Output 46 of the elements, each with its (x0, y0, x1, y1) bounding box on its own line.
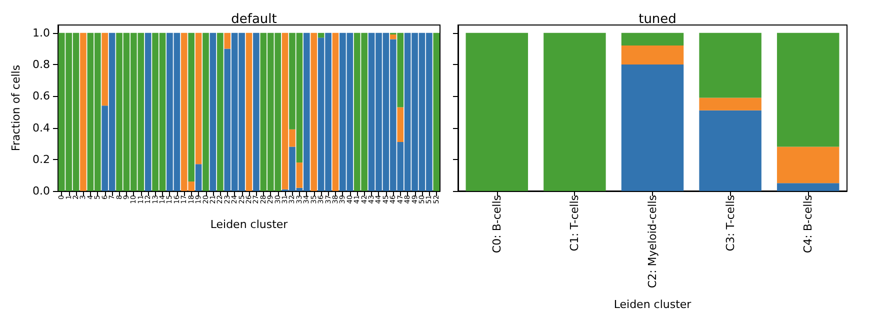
x-axis-title: Leiden cluster (614, 298, 692, 311)
bar (210, 32, 216, 191)
bar (217, 32, 224, 191)
bar (332, 32, 339, 191)
x-tick-label: C2: Myeloid-cells (646, 194, 659, 288)
x-tick-label: C0: B-cells (490, 194, 504, 254)
y-tick-label: 0.6 (32, 90, 50, 103)
bar (621, 32, 684, 46)
bar (80, 32, 86, 191)
x-tick-label: C3: T-cells (724, 194, 737, 252)
bar (202, 32, 209, 191)
bar (246, 32, 252, 191)
y-tick-label: 0.4 (32, 121, 50, 134)
bar (253, 32, 260, 191)
x-tick-label: C1: T-cells (568, 194, 582, 252)
bar (397, 107, 404, 142)
bar (224, 32, 231, 49)
bar (195, 32, 202, 164)
bar (776, 146, 840, 184)
y-tick-label: 1.0 (32, 26, 50, 40)
x-axis-title: Leiden cluster (210, 218, 288, 231)
y-tick-label: 0.0 (32, 184, 50, 198)
bar (699, 32, 762, 98)
bar (310, 32, 318, 191)
bar (621, 46, 684, 65)
chart-title: default (231, 12, 277, 27)
bar (102, 32, 108, 106)
x-tick-label: C4: B-cells (802, 194, 815, 254)
bar (621, 64, 684, 191)
chart-title: tuned (638, 12, 676, 27)
bar (195, 164, 202, 191)
y-tick-label: 0.8 (32, 58, 50, 72)
bar (776, 32, 840, 147)
bar (433, 32, 440, 191)
bar (466, 32, 528, 191)
bar (544, 32, 606, 191)
bar (318, 32, 324, 38)
bar (776, 183, 840, 191)
bar (699, 98, 762, 110)
bar (296, 162, 303, 188)
bar (188, 32, 195, 182)
y-tick-label: 0.2 (32, 152, 50, 166)
bar (390, 34, 396, 40)
y-axis-title: Fraction of cells (10, 64, 23, 152)
bar (144, 32, 152, 191)
bar (699, 110, 762, 191)
